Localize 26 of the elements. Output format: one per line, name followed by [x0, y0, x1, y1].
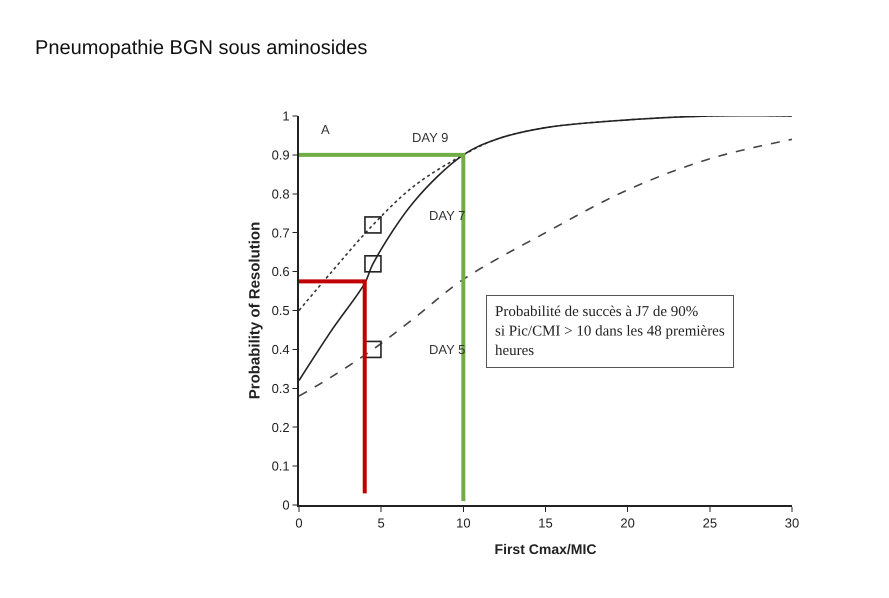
y-tick-label: 0.5	[272, 303, 290, 318]
point	[364, 216, 382, 234]
x-tick-label: 15	[538, 515, 553, 530]
x-tick-label: 25	[702, 515, 718, 530]
y-tick-label: 0.7	[272, 225, 290, 240]
y-tick-label: 0.6	[272, 264, 290, 280]
x-tick-label: 30	[784, 515, 800, 530]
x-tick-label: 10	[456, 515, 471, 530]
y-tick-label: 1	[282, 108, 290, 124]
x-axis-title: First Cmax/MIC	[494, 541, 596, 558]
annotation: A	[321, 122, 330, 137]
y-tick-label: 0.9	[272, 147, 290, 162]
annotation: Probabilité de succès à J7 de 90% si Pic/CMI > 10 dans les 48 premières heures	[495, 304, 725, 359]
y-tick-label: 0.3	[272, 380, 290, 396]
annotation: DAY 9	[412, 130, 448, 145]
y-tick-label: 0.8	[272, 186, 290, 202]
x-tick-label: 20	[620, 515, 635, 530]
chart-title: Pneumopathie BGN sous aminosides	[35, 37, 368, 59]
y-tick-label: 0	[282, 498, 290, 513]
y-axis-title: Probability of Resolution	[246, 222, 264, 400]
point	[364, 255, 382, 273]
x-tick-label: 0	[295, 515, 303, 530]
x-tick-label: 5	[378, 515, 385, 530]
y-tick-label: 0.4	[272, 342, 290, 357]
y-tick-label: 0.1	[272, 458, 290, 474]
y-tick-label: 0.2	[272, 420, 290, 435]
